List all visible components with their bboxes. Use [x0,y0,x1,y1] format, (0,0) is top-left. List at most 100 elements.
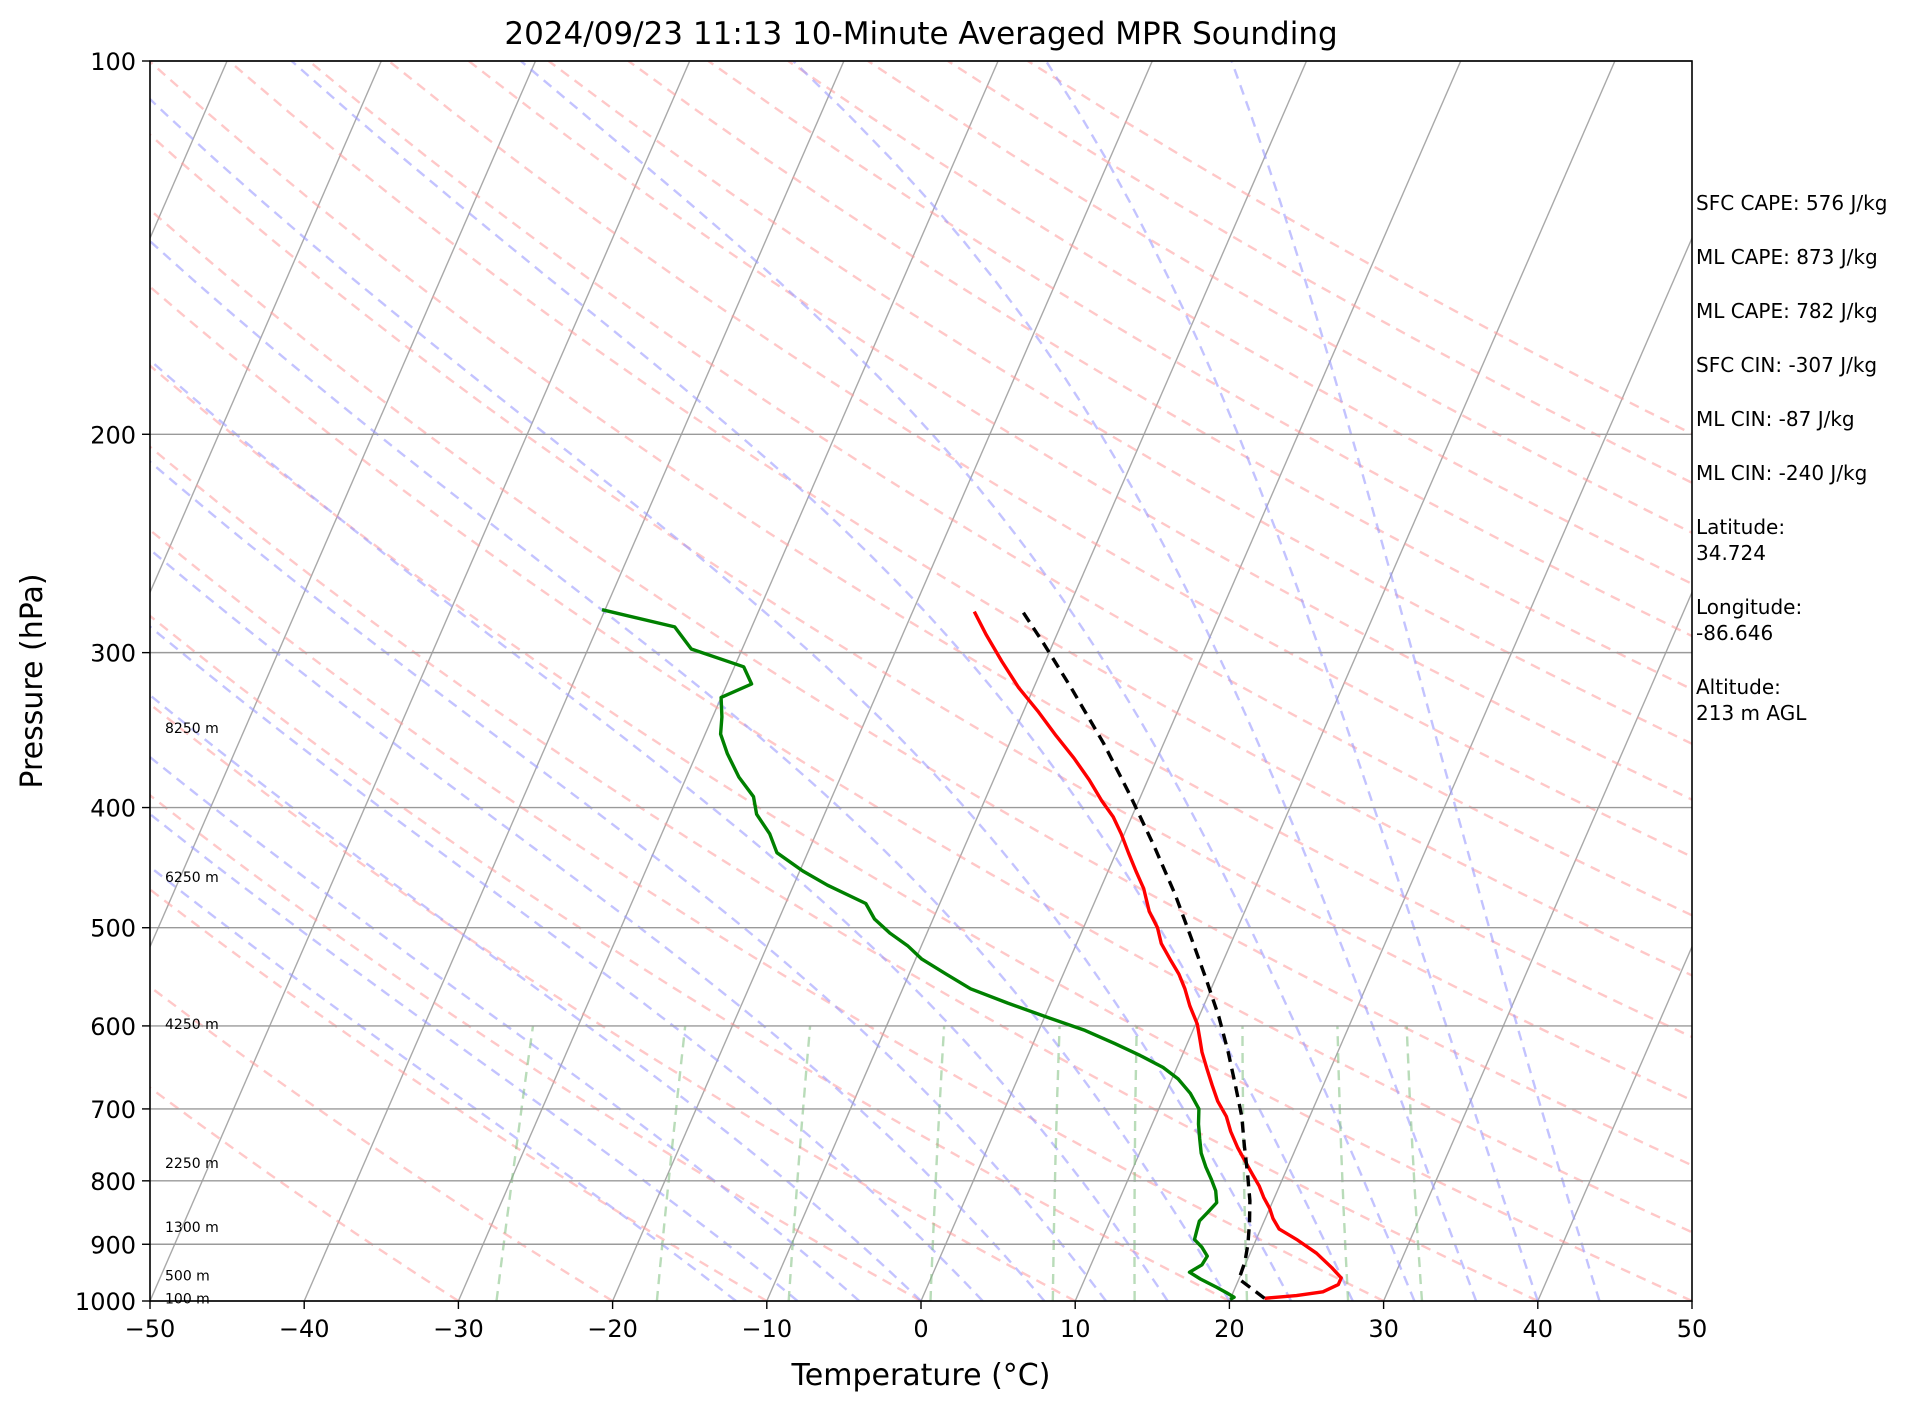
temperature-line [972,610,1343,1300]
dry-adiabat [150,528,1385,1301]
y-tick-label: 100 [90,48,136,76]
parcel-path-line [1019,608,1266,1300]
mixing-ratio-line [1405,1025,1424,1301]
height-label: 4250 m [165,1017,219,1033]
height-label: 1300 m [165,1220,219,1236]
dry-adiabat [150,364,1692,1301]
y-tick-label: 900 [90,1231,136,1259]
isotherm [920,61,1462,1301]
isotherm [1537,944,1692,1301]
altitude-block: Altitude: 213 m AGL [1696,674,1916,726]
background-lines [150,61,1692,1301]
dry-adiabat [150,1086,460,1301]
mixing-ratio-line [1133,1025,1138,1301]
pressure-gridlines [150,60,1692,1302]
x-axis: −50 −40 −30 −20 −10 0 10 20 30 40 50 [125,1301,1708,1343]
moist-adiabat [150,812,799,1301]
moist-adiabat [150,358,1169,1301]
chart-title: 2024/09/23 11:13 10-Minute Averaged MPR … [504,16,1337,52]
height-label: 6250 m [165,870,219,886]
x-tick-label: 10 [1060,1315,1091,1343]
longitude-block: Longitude: -86.646 [1696,594,1916,646]
x-tick-label: −30 [433,1315,484,1343]
x-tick-label: 30 [1368,1315,1399,1343]
x-tick-label: 50 [1677,1315,1708,1343]
dry-adiabat [150,445,1539,1301]
height-label: 100 m [165,1291,210,1307]
x-tick-label: −20 [587,1315,638,1343]
moist-adiabat [150,460,1107,1301]
x-tick-label: −50 [125,1315,176,1343]
moist-adiabat [150,693,922,1301]
latitude-label: Latitude: [1696,515,1786,539]
dry-adiabat [150,208,1692,1167]
altitude-label: Altitude: [1696,675,1781,699]
y-tick-label: 600 [90,1013,136,1041]
plot-frame [149,60,1693,1302]
altitude-value: 213 m AGL [1696,701,1807,725]
y-tick-label: 300 [90,640,136,668]
dry-adiabat [547,61,1692,746]
dry-adiabat [150,614,1230,1301]
moist-adiabat [150,97,1293,1301]
y-tick-label: 200 [90,421,136,449]
moist-adiabat [150,625,984,1301]
x-tick-label: −40 [279,1315,330,1343]
moist-adiabat [150,865,737,1301]
x-tick-label: 20 [1214,1315,1245,1343]
isotherm [1074,61,1616,1301]
ml-cin-text: ML CIN: -87 J/kg [1696,407,1855,431]
dewpoint-line [601,608,1236,1301]
mixing-ratio-line [787,1025,812,1301]
isotherm [1382,590,1692,1301]
isotherm [150,61,691,1301]
isotherm [150,61,537,949]
dry-adiabat [308,61,1692,917]
isotherm [457,61,999,1301]
dry-adiabat [150,285,1692,1234]
y-axis: 1000 900 800 700 600 500 400 300 200 100 [75,48,150,1316]
dry-adiabat [388,61,1692,859]
ml-cin-text-2: ML CIN: -240 J/kg [1696,461,1868,485]
isotherm [303,61,845,1301]
moist-adiabat [150,239,1231,1301]
profile-lines [601,608,1343,1301]
latitude-block: Latitude: 34.724 [1696,514,1916,566]
sfc-cin-text: SFC CIN: -307 J/kg [1696,353,1878,377]
isotherm [1228,236,1692,1301]
dry-adiabat [150,61,1692,1039]
height-labels: 8250 m 6250 m 4250 m 2250 m 1300 m 500 m 100 m [165,721,219,1307]
isotherm [611,61,1153,1301]
moist-adiabat [1230,61,1601,1301]
mixing-ratio-line [495,1025,535,1301]
isotherm [766,61,1308,1301]
dry-adiabat [627,61,1692,691]
longitude-value: -86.646 [1696,621,1774,645]
moist-adiabat [520,61,1416,1301]
height-label: 500 m [165,1269,210,1285]
y-tick-label: 500 [90,915,136,943]
moist-adiabat [792,61,1478,1301]
moist-adiabat [150,547,1046,1301]
y-axis-title: Pressure (hPa) [15,573,50,788]
ml-cape-text-2: ML CAPE: 782 J/kg [1696,299,1878,323]
sfc-cape-text: SFC CAPE: 576 J/kg [1696,191,1888,215]
y-tick-label: 1000 [75,1288,136,1316]
moist-adiabat [290,61,1354,1301]
sounding-info-panel: SFC CAPE: 576 J/kg ML CAPE: 873 J/kg ML … [1696,190,1916,754]
longitude-label: Longitude: [1696,595,1803,619]
moist-adiabat [1044,61,1539,1301]
isotherm [150,61,382,595]
dry-adiabat [150,133,1692,1102]
x-axis-title: Temperature (°C) [791,1358,1051,1393]
dry-adiabat [150,793,922,1301]
latitude-value: 34.724 [1696,541,1766,565]
ml-cape-text: ML CAPE: 873 J/kg [1696,245,1878,269]
x-tick-label: 0 [913,1315,928,1343]
height-label: 2250 m [165,1156,219,1172]
y-tick-label: 800 [90,1168,136,1196]
x-tick-label: 40 [1523,1315,1554,1343]
mixing-ratio-line [1051,1025,1061,1301]
moist-adiabat [150,755,861,1301]
